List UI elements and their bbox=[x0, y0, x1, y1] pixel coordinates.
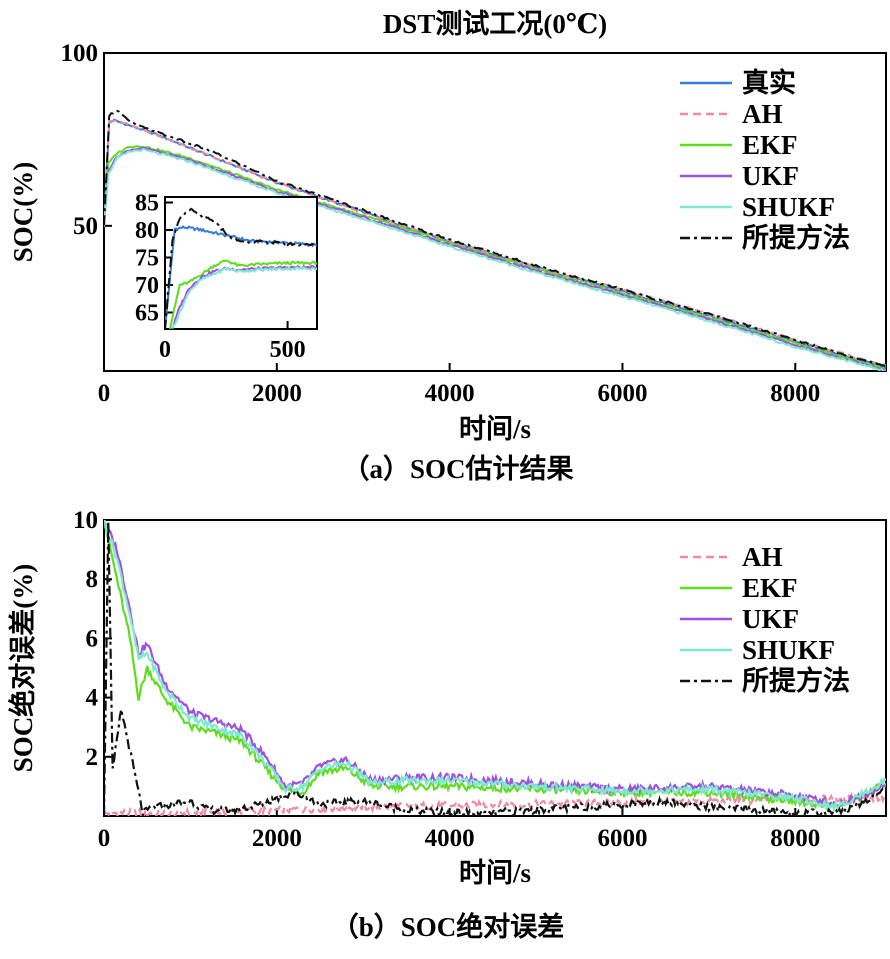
x-tick-label: 0 bbox=[98, 380, 111, 407]
y-tick-label: 6 bbox=[86, 625, 99, 652]
legend-entry: UKF bbox=[742, 604, 799, 634]
soc-estimate-panel: DST测试工况(0℃) 50 100 0 2000 4000 6000 8000 SOC(… bbox=[8, 9, 887, 484]
y-tick-label: 75 bbox=[135, 246, 159, 272]
chart-title: DST测试工况(0℃) bbox=[383, 9, 607, 39]
legend-entry: 真实 bbox=[742, 67, 796, 98]
x-tick-label: 2000 bbox=[252, 380, 302, 407]
inset-series-lines bbox=[165, 207, 317, 329]
legend-entry: AH bbox=[742, 542, 783, 572]
series-lines bbox=[104, 109, 886, 371]
series-line-2 bbox=[104, 522, 886, 813]
legend-entry: EKF bbox=[742, 130, 798, 160]
series-line-5 bbox=[104, 147, 886, 371]
legend-entry: EKF bbox=[742, 573, 798, 603]
y-axis-label: SOC绝对误差(%) bbox=[7, 564, 38, 773]
caption: （b）SOC绝对误差 bbox=[332, 911, 565, 942]
x-ticks: 0 2000 4000 6000 8000 bbox=[98, 808, 820, 852]
y-tick-label: 8 bbox=[86, 566, 99, 593]
x-tick-label: 8000 bbox=[770, 825, 820, 852]
series-line-3 bbox=[171, 264, 317, 329]
caption: （a）SOC估计结果 bbox=[342, 454, 573, 484]
y-ticks: 50 100 bbox=[61, 40, 112, 240]
legend-entry: 所提方法 bbox=[742, 222, 850, 253]
y-tick-label: 80 bbox=[135, 218, 159, 244]
y-tick-label: 70 bbox=[135, 273, 159, 299]
soc-error-panel: 2 4 6 8 10 0 2000 4000 6000 8000 SOC绝对误差(%) 时间/s… bbox=[7, 507, 887, 942]
series-line-4 bbox=[104, 146, 886, 371]
series-line-4 bbox=[104, 520, 886, 814]
series-line-6 bbox=[104, 109, 886, 368]
series-line-5 bbox=[104, 522, 886, 816]
x-axis-label: 时间/s bbox=[459, 414, 531, 444]
y-tick-label: 65 bbox=[135, 301, 159, 327]
series-lines bbox=[104, 520, 886, 816]
legend-entry: SHUKF bbox=[742, 635, 835, 665]
y-tick-label: 50 bbox=[73, 213, 98, 240]
x-tick-label: 8000 bbox=[770, 380, 820, 407]
x-tick-label: 500 bbox=[270, 337, 306, 363]
x-tick-label: 0 bbox=[159, 337, 171, 363]
series-line-5 bbox=[165, 207, 317, 329]
y-tick-label: 85 bbox=[135, 191, 159, 217]
y-tick-label: 2 bbox=[86, 744, 99, 771]
y-ticks: 2 4 6 8 10 bbox=[73, 507, 112, 771]
x-tick-label: 4000 bbox=[425, 380, 475, 407]
y-axis-label: SOC(%) bbox=[8, 162, 38, 263]
x-tick-label: 6000 bbox=[597, 380, 647, 407]
series-line-4 bbox=[171, 265, 317, 329]
series-line-2 bbox=[169, 259, 317, 329]
legend-entry: UKF bbox=[742, 161, 799, 191]
x-axis-label: 时间/s bbox=[459, 858, 531, 888]
x-ticks: 0 2000 4000 6000 8000 bbox=[98, 363, 820, 407]
y-tick-label: 100 bbox=[61, 40, 99, 67]
legend-entry: 所提方法 bbox=[742, 665, 850, 696]
y-tick-label: 10 bbox=[73, 507, 98, 534]
legend-entry: AH bbox=[742, 99, 783, 129]
x-tick-label: 6000 bbox=[597, 825, 647, 852]
x-tick-label: 0 bbox=[98, 825, 111, 852]
legend-entry: SHUKF bbox=[742, 192, 835, 222]
y-tick-label: 4 bbox=[86, 685, 99, 712]
x-tick-label: 4000 bbox=[425, 825, 475, 852]
x-tick-label: 2000 bbox=[252, 825, 302, 852]
